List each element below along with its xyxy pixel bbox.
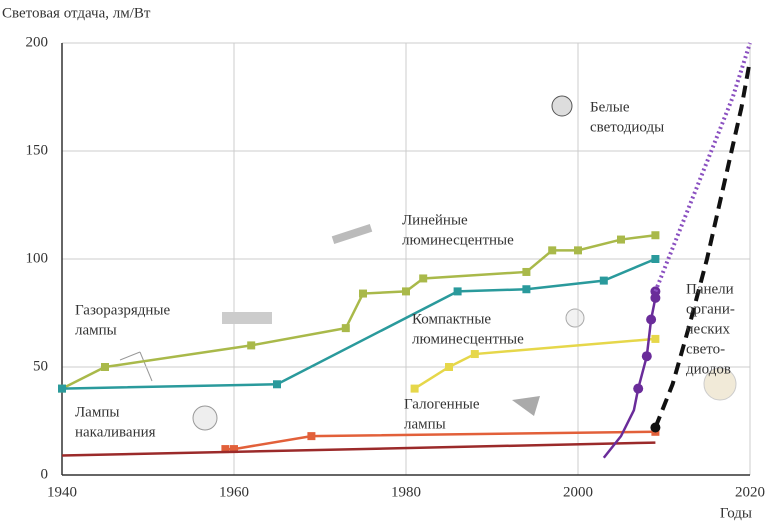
marker — [522, 267, 531, 276]
annotation: люминесцентные — [412, 331, 524, 347]
marker — [599, 276, 608, 285]
x-tick-label: 2020 — [735, 484, 765, 500]
annotation: Компактные — [412, 311, 491, 327]
series-line — [413, 337, 656, 390]
marker — [646, 314, 657, 325]
led-icon — [551, 95, 573, 117]
marker — [453, 287, 462, 296]
marker — [651, 231, 660, 240]
x-tick-label: 1940 — [47, 484, 77, 500]
y-tick-label: 150 — [26, 142, 49, 158]
x-axis-title: Годы — [720, 505, 752, 521]
bulb-icon — [192, 405, 218, 431]
annotation: Газоразрядные — [75, 302, 171, 318]
marker — [445, 363, 453, 371]
tube-icon — [331, 224, 373, 244]
series-line — [61, 441, 656, 457]
y-tick-label: 50 — [33, 358, 48, 374]
marker — [101, 363, 109, 371]
series-line — [61, 233, 656, 390]
marker — [402, 287, 410, 296]
marker — [230, 445, 238, 454]
annotation: Лампы — [75, 404, 119, 420]
annotation: диодов — [686, 361, 731, 377]
marker — [617, 235, 625, 244]
marker — [522, 285, 531, 294]
marker — [470, 350, 479, 359]
annotation: люминесцентные — [402, 232, 514, 248]
marker — [419, 274, 428, 283]
marker — [641, 351, 652, 362]
marker — [574, 246, 582, 255]
annotation: светодиоды — [590, 119, 664, 135]
y-tick-label: 200 — [26, 34, 49, 50]
annotation: лампы — [75, 322, 117, 338]
annotation: Панели — [686, 281, 734, 297]
halogen-icon — [512, 396, 540, 416]
x-tick-label: 2000 — [563, 484, 593, 500]
lamp-icon — [222, 312, 272, 324]
marker — [221, 445, 230, 454]
series-line — [602, 388, 640, 459]
marker — [651, 334, 660, 343]
annotation: ческих — [686, 321, 731, 337]
series-line — [61, 257, 656, 390]
marker — [247, 341, 256, 350]
marker — [410, 384, 419, 393]
x-tick-label: 1980 — [391, 484, 421, 500]
annotation: накаливания — [75, 424, 156, 440]
annotation: свето- — [686, 341, 725, 357]
oled-icon — [703, 367, 737, 401]
series-line — [653, 59, 752, 429]
annotation: Линейные — [402, 212, 468, 228]
pointer — [119, 351, 141, 361]
y-tick-label: 100 — [26, 250, 49, 266]
marker — [341, 324, 350, 333]
series-line — [225, 430, 656, 451]
marker — [58, 384, 66, 393]
y-axis-title: Световая отдача, лм/Вт — [2, 5, 151, 21]
annotation: Белые — [590, 99, 630, 115]
series-line — [653, 42, 752, 293]
annotation: Галогенные — [404, 396, 480, 412]
annotation: лампы — [404, 416, 446, 432]
marker — [651, 255, 660, 263]
x-tick-label: 1960 — [219, 484, 249, 500]
marker — [273, 380, 281, 389]
marker — [307, 432, 316, 441]
y-tick-label: 0 — [41, 466, 49, 482]
marker — [359, 289, 367, 298]
cfl-icon — [565, 308, 585, 328]
marker — [548, 246, 557, 255]
annotation: органи- — [686, 301, 735, 317]
